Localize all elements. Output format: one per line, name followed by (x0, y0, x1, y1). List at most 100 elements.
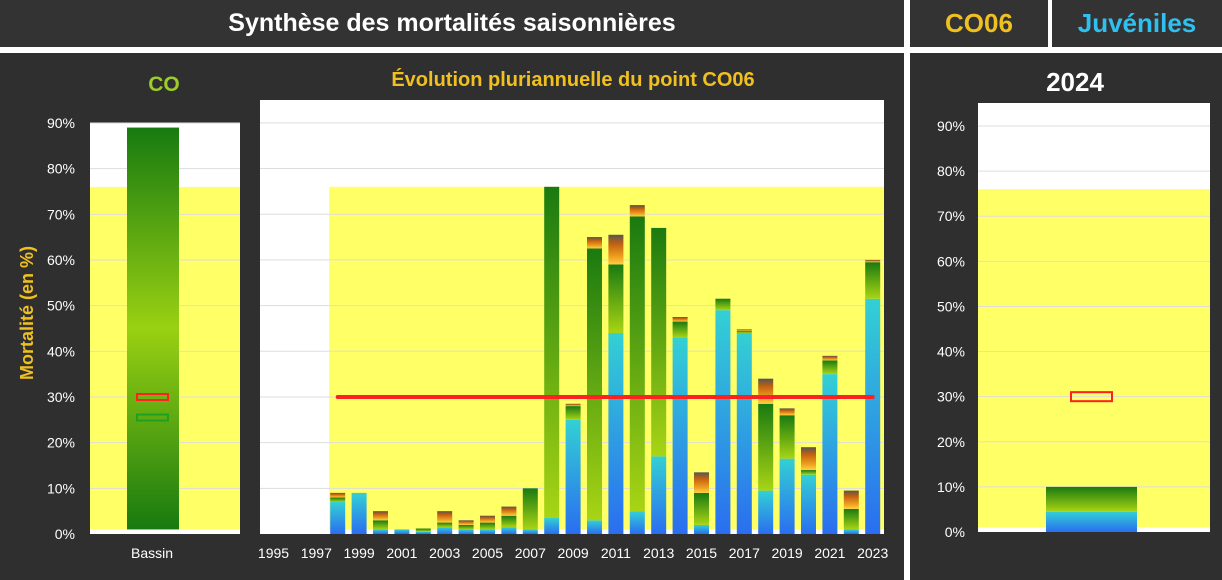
yr-y-tick-label: 0% (945, 524, 965, 540)
year-chart-title: 2024 (1046, 67, 1104, 97)
ev-bar-segment-orange (437, 511, 453, 523)
yr-y-tick-label: 30% (937, 389, 965, 405)
ev-bar-segment-juveniles (351, 492, 367, 534)
ev-bar-segment-green (373, 520, 388, 530)
ev-bar-segment-juveniles (672, 337, 688, 534)
co-bar-bassin (127, 127, 179, 530)
ev-bar-segment-green (843, 508, 859, 530)
ev-bar-segment-juveniles (458, 529, 474, 534)
ev-bar-segment-orange (865, 259, 881, 263)
ev-bar-segment-green (458, 524, 474, 530)
ev-bar-segment-orange (758, 378, 774, 404)
ev-x-tick-label: 2005 (472, 545, 503, 561)
ev-bar-segment-green (544, 186, 560, 519)
ev-bar-segment-juveniles (651, 456, 667, 534)
yr-y-tick-label: 20% (937, 434, 965, 450)
ev-bar-segment-green (779, 415, 795, 459)
ev-bar-segment-green (565, 406, 581, 420)
ev-x-tick-label: 2023 (857, 545, 888, 561)
year-marker-red (1070, 391, 1113, 403)
co-marker-green (136, 413, 169, 422)
ev-bar-segment-green (437, 522, 453, 528)
ev-x-tick-label: 2003 (429, 545, 460, 561)
ev-bar-segment-orange (801, 447, 816, 471)
ev-x-tick-label: 2021 (814, 545, 845, 561)
ev-x-tick-label: 2013 (643, 545, 674, 561)
ev-bar-segment-orange (373, 511, 388, 521)
ev-bar-segment-orange (458, 520, 474, 525)
ev-x-tick-label: 2001 (386, 545, 417, 561)
year-tolerance-zone (978, 189, 1210, 528)
ev-bar-segment-orange (779, 408, 795, 416)
ev-bar-segment-green (415, 528, 431, 532)
co-y-tick-label: 70% (47, 206, 75, 222)
co-x-tick-label: Bassin (131, 545, 173, 561)
ev-bar-segment-juveniles (629, 511, 645, 534)
category-label: Juvéniles (1052, 0, 1222, 47)
ev-bar-segment-juveniles (779, 458, 795, 534)
ev-bar-segment-juveniles (822, 374, 838, 534)
ev-bar-segment-juveniles (394, 529, 410, 534)
ev-bar-segment-juveniles (522, 529, 538, 534)
yr-y-tick-label: 40% (937, 344, 965, 360)
ev-bar-segment-green (629, 216, 645, 512)
ev-x-tick-label: 1999 (344, 545, 375, 561)
ev-x-tick-label: 2011 (601, 545, 631, 561)
yr-bar-segment-green (1046, 486, 1137, 512)
ev-bar-segment-juveniles (865, 298, 881, 534)
ev-bar-segment-juveniles (843, 529, 859, 534)
ev-bar-segment-orange (480, 515, 495, 523)
ev-bar-segment-juveniles (544, 518, 560, 534)
co-y-tick-label: 10% (47, 480, 75, 496)
ev-bar-segment-green (758, 403, 774, 491)
ev-bar-segment-orange (587, 237, 602, 249)
ev-bar-segment-orange (608, 234, 624, 265)
evolution-chart-title: Évolution pluriannuelle du point CO06 (391, 68, 754, 91)
co-y-tick-label: 90% (47, 115, 75, 131)
ev-x-tick-label: 2009 (558, 545, 589, 561)
yr-y-tick-label: 10% (937, 479, 965, 495)
ev-bar-segment-green (865, 262, 881, 299)
ev-x-tick-label: 2007 (515, 545, 546, 561)
ev-bar-segment-green (715, 298, 731, 311)
ev-bar-segment-orange (736, 329, 752, 331)
yr-y-tick-label: 70% (937, 208, 965, 224)
ev-x-tick-label: 2015 (686, 545, 717, 561)
ev-bar-segment-green (651, 227, 667, 457)
ev-x-tick-label: 1997 (301, 545, 332, 561)
co-y-tick-label: 0% (55, 526, 75, 542)
ev-bar-segment-juveniles (437, 527, 453, 534)
yr-bar-segment-juveniles (1046, 511, 1137, 532)
evolution-tolerance-zone (329, 186, 884, 530)
ev-bar-segment-orange (501, 506, 517, 516)
ev-bar-segment-orange (672, 317, 688, 322)
y-axis-label: Mortalité (en %) (17, 246, 37, 380)
ev-bar-segment-juveniles (736, 332, 752, 534)
yr-y-tick-label: 50% (937, 298, 965, 314)
ev-bar-segment-juveniles (373, 529, 388, 534)
ev-bar-segment-juveniles (501, 527, 517, 534)
ev-bar-segment-juveniles (715, 310, 731, 534)
ev-bar-segment-green (330, 497, 346, 503)
ev-bar-segment-green (822, 360, 838, 375)
ev-bar-segment-orange (843, 490, 859, 509)
yr-y-tick-label: 60% (937, 253, 965, 269)
point-code-label: CO06 (910, 0, 1048, 47)
ev-bar-segment-juveniles (758, 490, 774, 534)
yr-y-tick-label: 90% (937, 118, 965, 134)
ev-x-tick-label: 2019 (772, 545, 803, 561)
ev-bar-segment-green (480, 522, 495, 530)
co-y-tick-label: 20% (47, 435, 75, 451)
co-y-tick-label: 60% (47, 252, 75, 268)
ev-bar-segment-green (522, 488, 538, 530)
ev-bar-segment-orange (694, 472, 709, 493)
ev-bar-segment-green (587, 248, 602, 521)
ev-bar-segment-juveniles (608, 332, 624, 534)
ev-bar-segment-green (694, 492, 709, 525)
ev-bar-segment-orange (822, 355, 838, 361)
ev-x-tick-label: 1995 (258, 545, 289, 561)
ev-bar-segment-green (501, 515, 517, 528)
ev-bar-segment-orange (629, 205, 645, 217)
co-marker-red (136, 393, 169, 401)
